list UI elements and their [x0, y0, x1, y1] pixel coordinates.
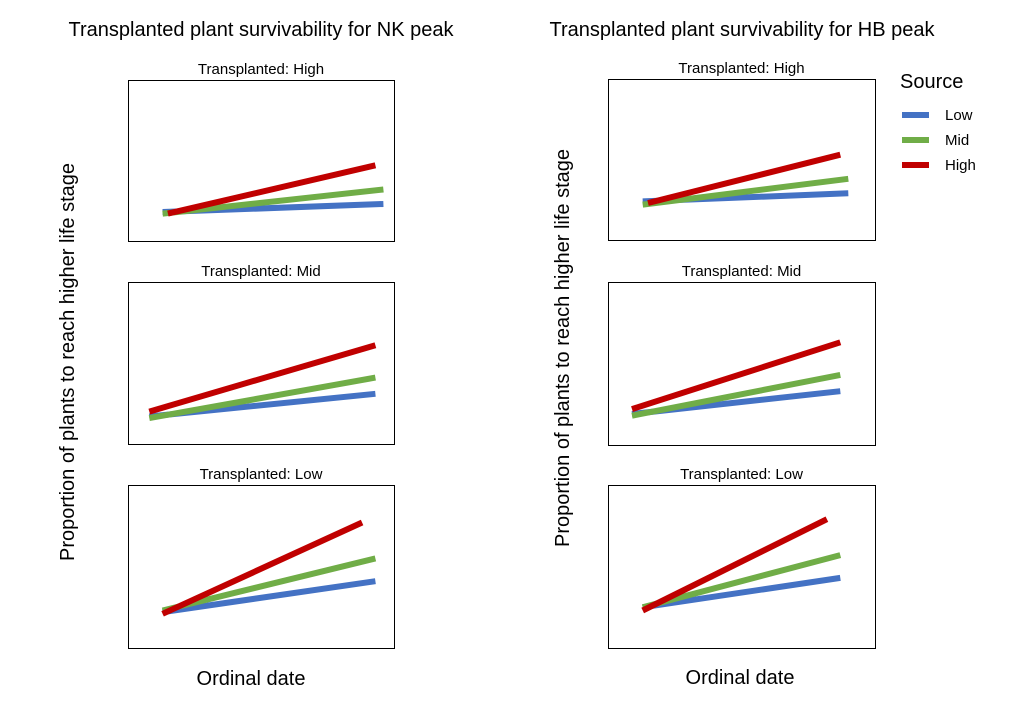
series-line-mid-hb-3: [641, 552, 842, 611]
x-axis-label-nk: Ordinal date: [197, 668, 306, 690]
panel-title-nk-1: Transplanted: High: [198, 61, 324, 78]
series-line-mid-hb-1: [642, 175, 849, 208]
panels-hb: Transplanted: High Transplanted: Mid Trans…: [608, 60, 876, 649]
chart-title-nk: Transplanted plant survivability for NK …: [69, 19, 455, 41]
panel-hb-3: Transplanted: Low: [608, 466, 876, 649]
y-axis-label-nk: Proportion of plants to reach higher lif…: [57, 163, 79, 561]
panel-title-hb-2: Transplanted: Mid: [682, 263, 802, 280]
series-line-mid-nk-2: [148, 374, 376, 422]
series-line-high-hb-2: [631, 339, 842, 412]
legend-label-low: Low: [945, 107, 973, 124]
chart-hb: Transplanted plant survivability for HB …: [550, 19, 936, 689]
series-line-high-hb-1: [647, 151, 842, 206]
series-line-high-hb-3: [641, 516, 829, 614]
series-line-high-nk-3: [161, 519, 364, 617]
legend-label-mid: Mid: [945, 132, 969, 149]
panel-hb-1: Transplanted: High: [608, 60, 876, 241]
series-line-high-nk-2: [148, 342, 377, 415]
chart-title-hb: Transplanted plant survivability for HB …: [550, 19, 936, 41]
panel-nk-3: Transplanted: Low: [128, 466, 395, 649]
series-line-mid-hb-2: [631, 371, 841, 419]
panel-frame-hb-1: [608, 79, 876, 241]
legend: Source Low Mid High: [900, 71, 976, 174]
panel-nk-1: Transplanted: High: [128, 61, 395, 242]
legend-title: Source: [900, 71, 963, 93]
series-line-low-nk-3: [162, 578, 376, 616]
panel-title-nk-3: Transplanted: Low: [200, 466, 323, 483]
series-line-mid-nk-3: [161, 555, 377, 614]
panel-hb-2: Transplanted: Mid: [608, 263, 876, 446]
series-line-low-hb-3: [642, 574, 841, 611]
chart-nk: Transplanted plant survivability for NK …: [57, 19, 455, 690]
y-axis-label-hb: Proportion of plants to reach higher lif…: [552, 149, 574, 547]
series-line-mid-nk-1: [162, 186, 384, 217]
legend-entries: Low Mid High: [902, 107, 976, 174]
panel-frame-nk-2: [128, 282, 395, 445]
legend-label-high: High: [945, 157, 976, 174]
panel-title-hb-1: Transplanted: High: [678, 60, 804, 77]
panel-nk-2: Transplanted: Mid: [128, 263, 395, 445]
panel-title-hb-3: Transplanted: Low: [680, 466, 803, 483]
panel-title-nk-2: Transplanted: Mid: [201, 263, 321, 280]
x-axis-label-hb: Ordinal date: [686, 667, 795, 689]
panel-frame-nk-1: [128, 80, 395, 242]
panels-nk: Transplanted: High Transplanted: Mid Trans…: [128, 61, 395, 649]
series-line-high-nk-1: [167, 162, 377, 217]
panel-frame-hb-2: [608, 282, 876, 446]
panel-frame-hb-3: [608, 485, 876, 649]
